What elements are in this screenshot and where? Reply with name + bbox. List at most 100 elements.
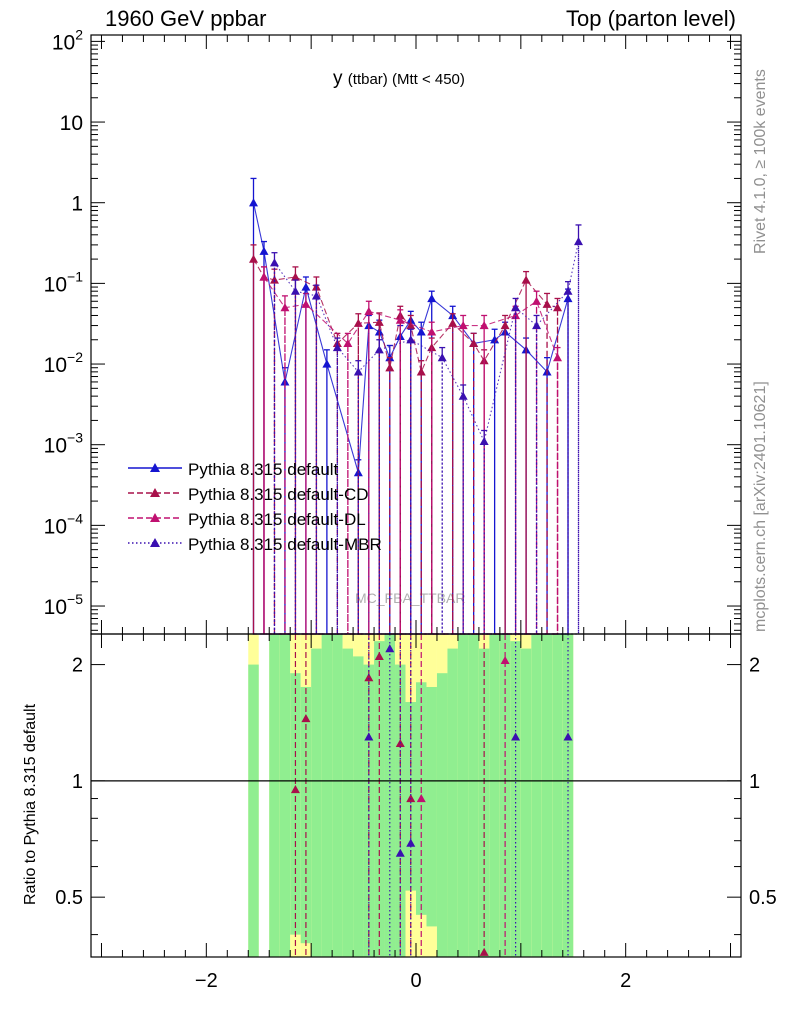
x-tick-label: 2 bbox=[620, 970, 631, 992]
data-point-marker bbox=[406, 335, 416, 344]
plot-title-variable: y bbox=[333, 68, 343, 89]
data-point-marker bbox=[437, 353, 447, 362]
green-band-bin bbox=[290, 673, 301, 935]
main-series-layer bbox=[249, 177, 583, 635]
x-tick-label: −2 bbox=[195, 970, 218, 992]
series-line bbox=[273, 241, 580, 635]
green-band-bin bbox=[531, 634, 542, 957]
data-point-marker bbox=[301, 299, 311, 308]
green-band-bin bbox=[353, 656, 364, 957]
legend-entry-label: Pythia 8.315 default-MBR bbox=[188, 535, 382, 554]
ratio-point-marker bbox=[500, 655, 510, 665]
plot-title-suffix: (ttbar) (Mtt < 450) bbox=[347, 71, 465, 88]
data-point-marker bbox=[343, 338, 353, 348]
green-band-bin bbox=[541, 634, 553, 957]
data-point-marker bbox=[353, 367, 363, 376]
data-point-marker bbox=[458, 321, 468, 330]
data-point-marker bbox=[269, 258, 279, 267]
data-point-marker bbox=[249, 254, 258, 263]
data-point-marker bbox=[332, 343, 342, 352]
green-band-bin bbox=[311, 648, 322, 957]
ratio-y-tick-label: 1 bbox=[72, 771, 83, 793]
ratio-point-marker bbox=[416, 794, 426, 803]
data-point-marker bbox=[448, 318, 458, 327]
data-point-marker bbox=[532, 321, 542, 330]
legend-entry-label: Pythia 8.315 default bbox=[188, 460, 339, 479]
x-tick-label: 0 bbox=[410, 970, 421, 992]
ratio-point-marker bbox=[395, 848, 405, 857]
data-point-marker bbox=[374, 345, 384, 354]
axes-layer: 102 10 1 10−1 10−2 10−3 10−4 10−5 0.5 0.5 1 1 2 2 −2 0 2 bbox=[44, 26, 777, 992]
ratio-point-marker bbox=[364, 732, 374, 741]
series-line bbox=[252, 259, 559, 635]
data-point-marker bbox=[280, 303, 290, 312]
ratio-point-marker bbox=[406, 838, 416, 847]
ratio-y-tick-label: 2 bbox=[72, 655, 83, 677]
green-band-bin bbox=[269, 634, 280, 957]
header-energy-label: 1960 GeV ppbar bbox=[105, 6, 267, 31]
green-band-bin bbox=[447, 648, 458, 957]
y-tick-label: 10−2 bbox=[44, 349, 84, 377]
ratio-series-layer bbox=[290, 634, 573, 957]
data-point-marker bbox=[563, 286, 573, 295]
data-point-marker bbox=[311, 291, 321, 300]
data-point-marker bbox=[427, 293, 437, 303]
green-band-bin bbox=[457, 634, 469, 957]
green-band-bin bbox=[279, 634, 291, 957]
data-point-marker bbox=[249, 198, 258, 207]
series-connector bbox=[253, 258, 558, 374]
data-point-marker bbox=[553, 353, 563, 362]
data-point-marker bbox=[364, 306, 374, 315]
data-point-marker bbox=[301, 282, 311, 291]
data-point-marker bbox=[532, 296, 542, 305]
data-point-marker bbox=[290, 286, 300, 295]
y-tick-label: 102 bbox=[52, 26, 83, 54]
data-point-marker bbox=[553, 303, 563, 312]
green-band-bin bbox=[478, 648, 490, 957]
series-connector bbox=[274, 241, 580, 444]
data-point-marker bbox=[521, 275, 531, 284]
data-point-marker bbox=[511, 303, 521, 312]
data-point-marker bbox=[416, 367, 426, 376]
y-tick-label: 10−1 bbox=[44, 268, 84, 296]
data-point-marker bbox=[574, 237, 583, 246]
legend-marker bbox=[150, 463, 160, 472]
data-point-marker bbox=[416, 327, 426, 336]
series-connector bbox=[263, 276, 559, 358]
data-point-marker bbox=[385, 363, 395, 372]
data-point-marker bbox=[458, 391, 468, 400]
data-point-marker bbox=[427, 327, 437, 336]
data-point-marker bbox=[290, 272, 300, 281]
ratio-series-2 bbox=[364, 634, 573, 957]
ratio-y-tick-label-right: 1 bbox=[749, 771, 760, 793]
plot-title: y (ttbar) (Mtt < 450) bbox=[333, 68, 465, 90]
data-point-marker bbox=[259, 272, 269, 281]
green-band-bin bbox=[520, 648, 532, 957]
y-tick-label: 10−4 bbox=[44, 510, 84, 538]
ratio-point-marker bbox=[374, 651, 384, 661]
green-band-bin bbox=[321, 634, 333, 957]
legend: Pythia 8.315 default Pythia 8.315 default… bbox=[128, 460, 382, 554]
data-point-marker bbox=[479, 321, 489, 330]
y-tick-label: 10 bbox=[60, 112, 83, 135]
green-band-bin bbox=[468, 634, 479, 957]
y-tick-label: 10−3 bbox=[44, 430, 84, 458]
green-band-bin bbox=[332, 634, 343, 957]
header-process-label: Top (parton level) bbox=[566, 6, 736, 31]
data-point-marker bbox=[374, 317, 384, 326]
ratio-y-tick-label-right: 2 bbox=[749, 655, 760, 677]
ratio-point-marker bbox=[479, 947, 489, 956]
green-band-bin bbox=[248, 664, 259, 957]
ratio-point-marker bbox=[385, 644, 395, 653]
legend-marker bbox=[150, 488, 160, 497]
legend-entry-label: Pythia 8.315 default-CD bbox=[188, 485, 369, 504]
y-tick-label: 1 bbox=[71, 193, 83, 216]
ratio-y-tick-label: 0.5 bbox=[55, 887, 83, 909]
green-band-bin bbox=[426, 686, 437, 927]
ratio-point-marker bbox=[364, 673, 374, 682]
legend-entry-label: Pythia 8.315 default-DL bbox=[188, 510, 366, 529]
legend-marker bbox=[150, 538, 160, 547]
ratio-y-tick-label-right: 0.5 bbox=[749, 887, 777, 909]
green-band-bin bbox=[342, 648, 354, 957]
